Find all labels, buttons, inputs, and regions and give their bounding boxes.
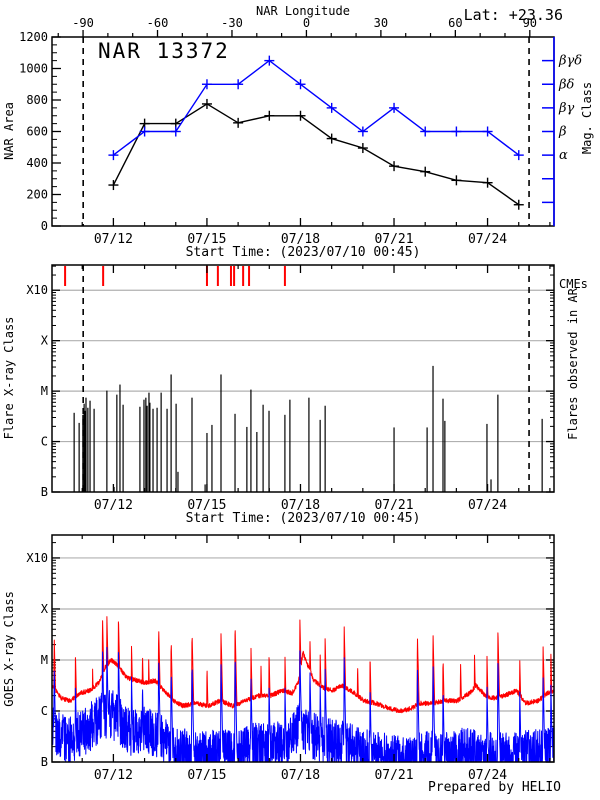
date-tick-label: 07/18 [281, 498, 320, 513]
nar-area-tick-label: 200 [26, 188, 48, 202]
prepared-by-label: Prepared by HELIO [428, 780, 561, 795]
date-tick-label: 07/18 [281, 232, 320, 247]
xray-class-label: M [41, 384, 48, 398]
date-tick-label: 07/24 [468, 768, 507, 783]
nar-area-series-line [112, 103, 520, 206]
nar-area-tick-label: 600 [26, 125, 48, 139]
longitude-tick-label: 60 [448, 16, 462, 30]
date-tick-label: 07/24 [468, 498, 507, 513]
mag-class-tick-label: β [558, 125, 567, 140]
longitude-tick-label: 30 [374, 16, 388, 30]
longitude-tick-label: 90 [523, 16, 537, 30]
panel-frame [51, 534, 555, 763]
mag-class-tick-label: βγ [558, 101, 575, 116]
date-tick-label: 07/12 [94, 768, 133, 783]
xray-class-label: B [41, 485, 48, 499]
longitude-tick-label: -30 [221, 16, 243, 30]
date-tick-label: 07/21 [374, 768, 413, 783]
goes-long-channel-curve [51, 616, 555, 714]
xray-class-label: C [41, 704, 48, 718]
xray-class-label: X10 [26, 283, 48, 297]
date-tick-label: 07/15 [187, 232, 226, 247]
longitude-tick-label: 0 [303, 16, 310, 30]
panel1-title: NAR 13372 [98, 39, 230, 63]
panel1-y-axis-title: NAR Area [2, 102, 16, 160]
mag-class-series-line [112, 59, 520, 156]
panel2-right-axis-title: Flares observed in AR [566, 287, 580, 439]
date-tick-label: 07/15 [187, 498, 226, 513]
xray-class-label: X [41, 602, 49, 616]
xray-class-label: B [41, 755, 48, 769]
nar-area-tick-label: 0 [41, 219, 48, 233]
mag-class-tick-label: βδ [558, 77, 575, 92]
date-tick-label: 07/18 [281, 768, 320, 783]
panel1-start-time-subtitle: Start Time: (2023/07/10 00:45) [186, 245, 421, 260]
xray-class-label: C [41, 435, 48, 449]
nar-area-tick-label: 1200 [19, 30, 48, 44]
xray-class-label: X [41, 334, 49, 348]
longitude-tick-label: -90 [72, 16, 94, 30]
nar-area-tick-label: 400 [26, 156, 48, 170]
nar-area-tick-label: 800 [26, 93, 48, 107]
xray-class-label: M [41, 653, 48, 667]
goes-short-channel-curve [51, 646, 555, 763]
date-tick-label: 07/21 [374, 232, 413, 247]
date-tick-label: 07/12 [94, 498, 133, 513]
panel3-y-axis-title: GOES X-ray Class [2, 591, 16, 707]
nar-area-tick-label: 1000 [19, 62, 48, 76]
date-tick-label: 07/24 [468, 232, 507, 247]
mag-class-tick-label: α [559, 148, 568, 163]
cmes-label: CMEs [559, 277, 588, 291]
xray-class-label: X10 [26, 551, 48, 565]
panel2-y-axis-title: Flare X-ray Class [2, 317, 16, 440]
mag-class-tick-label: βγδ [558, 54, 582, 69]
panel-goes: B C M X X10 07/12 07/15 07/18 07/21 07/24 [26, 534, 555, 783]
longitude-tick-label: -60 [147, 16, 169, 30]
panel2-start-time-subtitle: Start Time: (2023/07/10 00:45) [186, 511, 421, 526]
date-tick-label: 07/15 [187, 768, 226, 783]
top-axis-title: NAR Longitude [256, 4, 350, 18]
date-tick-label: 07/12 [94, 232, 133, 247]
panel-flares: B C M X X10 07/12 07/15 07/18 07/21 07/24 [26, 264, 555, 513]
panel1-right-axis-title: Mag. Class [580, 82, 594, 154]
latitude-label: Lat: +23.36 [464, 6, 563, 24]
date-tick-label: 07/21 [374, 498, 413, 513]
panel-frame [51, 264, 555, 493]
